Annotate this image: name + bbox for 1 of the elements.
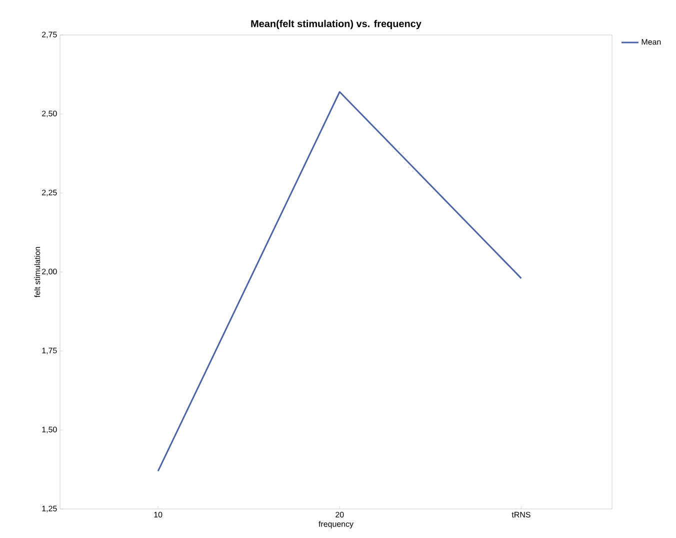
chart-title: Mean(felt stimulation) vs. frequency (251, 20, 422, 30)
